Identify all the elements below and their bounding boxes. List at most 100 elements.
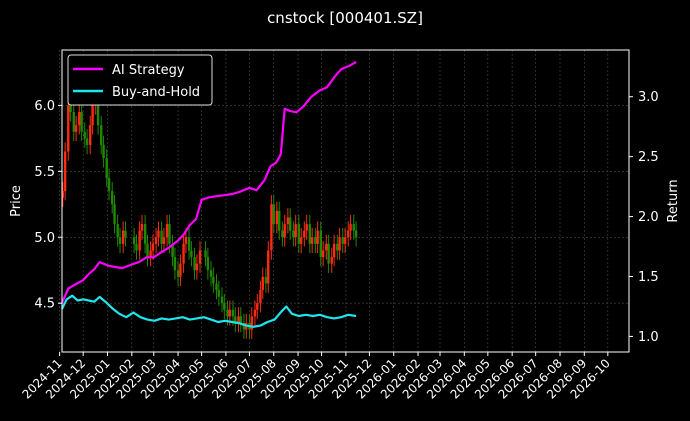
candle-body [173,257,177,271]
y2-tick-label: 2.5 [638,150,659,165]
candle-body [162,237,166,244]
y2-tick-label: 2.0 [638,210,659,225]
y-axis-label: Price [9,185,24,217]
y-axis-right: 1.0 1.5 2.0 2.5 3.0 [629,90,659,345]
candlestick-series [61,82,358,339]
candle-body [237,316,240,323]
candle-body [267,250,270,284]
legend-label-ai-strategy: AI Strategy [112,63,185,78]
candle-body [347,230,350,238]
candle-body [124,230,127,238]
candle-body [157,230,160,238]
candle-body [168,224,171,244]
candle-body [165,224,169,238]
candle-body [116,224,119,238]
candle-body [83,131,86,139]
candle-body [272,204,275,225]
y2-tick-label: 1.5 [638,270,659,285]
candle-body [121,230,125,244]
candle-body [281,230,284,238]
candle-body [226,309,229,317]
candle-body [223,303,226,310]
candle-body [143,224,147,244]
candle-body [292,230,295,238]
candle-body [182,243,185,264]
candle-body [85,138,89,145]
candle-body [305,224,308,231]
candle-body [354,230,358,238]
candle-body [113,204,116,225]
candle-body [341,237,344,244]
y-tick-label: 4.5 [34,297,55,312]
candle-body [308,224,312,244]
candle-body [256,303,259,310]
candle-body [234,316,237,323]
candle-body [195,263,199,271]
candle-body [138,230,141,251]
candle-body [110,191,114,205]
candle-body [286,217,290,225]
candle-body [327,243,330,264]
legend-label-buy-and-hold: Buy-and-Hold [112,85,200,100]
candle-body [343,237,347,244]
candle-body [278,210,281,231]
candle-body [275,210,279,225]
candle-body [212,276,215,284]
candle-body [314,237,317,244]
candle-body [215,283,218,291]
legend: AI Strategy Buy-and-Hold [67,54,213,106]
candle-body [352,224,355,231]
candle-body [319,230,322,258]
candle-body [176,270,180,277]
candle-body [146,243,149,258]
candle-body [69,105,72,112]
candle-body [78,111,81,126]
candle-body [132,237,136,244]
candle-body [283,224,286,238]
candle-body [206,257,210,271]
y2-tick-label: 1.0 [638,330,659,345]
candle-body [160,230,163,244]
y-tick-label: 5.5 [34,165,55,180]
candle-body [303,230,306,238]
candle-body [242,322,246,330]
candle-body [259,290,262,304]
y2-axis-label: Return [666,179,681,222]
candle-body [231,309,235,317]
candle-body [187,237,191,251]
candle-body [107,177,111,192]
candle-body [204,250,207,258]
candle-body [96,92,100,126]
buy-and-hold-line [61,294,357,328]
y-tick-label: 6.0 [34,99,55,114]
candle-body [330,257,333,264]
candle-body [171,243,174,258]
candle-body [190,250,193,258]
candle-body [179,263,182,277]
candle-body [135,243,138,251]
ai-strategy-line [60,61,357,304]
candle-body [184,237,188,244]
candle-body [289,217,292,231]
candle-body [338,237,341,251]
legend-box [67,54,213,106]
candle-body [253,309,257,317]
candle-body [100,125,103,145]
candle-body [220,296,224,304]
candle-body [105,158,108,178]
candle-body [209,270,213,277]
candle-body [80,111,83,132]
candle-body [316,230,319,244]
candle-body [299,237,303,244]
y-tick-label: 5.0 [34,231,55,246]
candle-body [140,224,144,231]
candle-body [261,276,264,291]
candle-body [310,237,314,244]
candle-body [264,276,268,284]
line-series [60,61,357,328]
candle-body [239,316,243,323]
candle-body [89,125,92,145]
candle-body [321,250,325,258]
candle-body [149,250,152,258]
